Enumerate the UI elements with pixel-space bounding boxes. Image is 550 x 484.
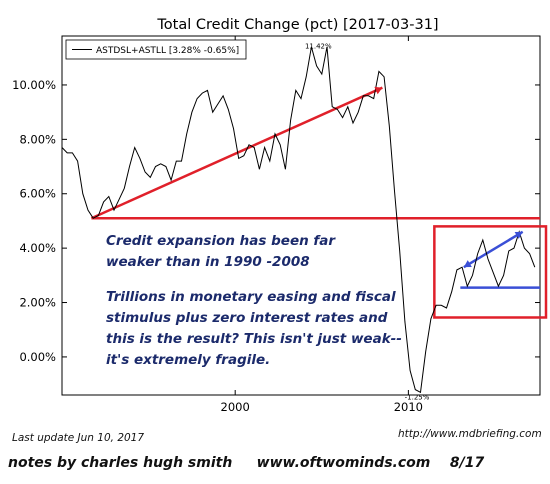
y-axis: 0.00% 2.00% 4.00% 6.00% 8.00% 10.00% — [12, 78, 540, 364]
overlay-markers — [374, 86, 523, 268]
y-tick-label: 10.00% — [12, 78, 56, 92]
legend-label: ASTDSL+ASTLL [3.28% -0.65%] — [96, 46, 239, 56]
last-update-text: Last update Jun 10, 2017 — [12, 432, 145, 444]
note-line: it's extremely fragile. — [106, 352, 270, 368]
highlight-box — [433, 225, 548, 319]
note-line: Credit expansion has been far — [106, 233, 336, 249]
x-tick-label: 2000 — [221, 400, 250, 414]
annotations: 11.42% -1.25% — [305, 43, 430, 402]
y-tick-label: 2.00% — [19, 296, 56, 310]
red-trendline — [90, 86, 383, 220]
series-line — [61, 46, 536, 394]
chart-title: Total Credit Change (pct) [2017-03-31] — [156, 17, 438, 33]
x-tick-label: 2010 — [394, 400, 423, 414]
blue-trendline-arrow-end — [514, 231, 523, 239]
y-tick-label: 6.00% — [19, 187, 56, 201]
y-tick-label: 0.00% — [19, 350, 56, 364]
x-axis: 2000 2010 — [221, 36, 423, 414]
notes: Credit expansion has been far weaker tha… — [106, 233, 402, 368]
plot-area — [61, 35, 541, 396]
source-url-text: http://www.mdbriefing.com — [398, 428, 542, 440]
note-line: Trillions in monetary easing and fiscal — [106, 289, 396, 305]
byline-text: notes by charles hugh smith www.oftwomin… — [8, 455, 485, 471]
blue-trendline-arrow-start — [463, 260, 472, 268]
overlays — [90, 86, 548, 319]
legend-box — [65, 39, 247, 60]
note-line: this is the result? This isn't just weak… — [106, 331, 402, 347]
data-annotation: 11.42% — [305, 43, 332, 51]
data-annotation: -1.25% — [405, 393, 430, 401]
note-line: weaker than in 1990 -2008 — [106, 254, 310, 270]
y-tick-label: 4.00% — [19, 241, 56, 255]
note-line: stimulus plus zero interest rates and — [106, 310, 388, 326]
blue-trendline — [463, 230, 524, 269]
red-trendline-arrow — [374, 86, 383, 95]
legend: ASTDSL+ASTLL [3.28% -0.65%] — [65, 39, 247, 60]
y-tick-label: 8.00% — [19, 132, 56, 146]
